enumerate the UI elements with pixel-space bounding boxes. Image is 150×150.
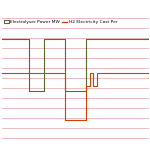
Legend: Electrolyser Power MW, H2 Electricity Cost Per: Electrolyser Power MW, H2 Electricity Co… <box>4 20 117 24</box>
